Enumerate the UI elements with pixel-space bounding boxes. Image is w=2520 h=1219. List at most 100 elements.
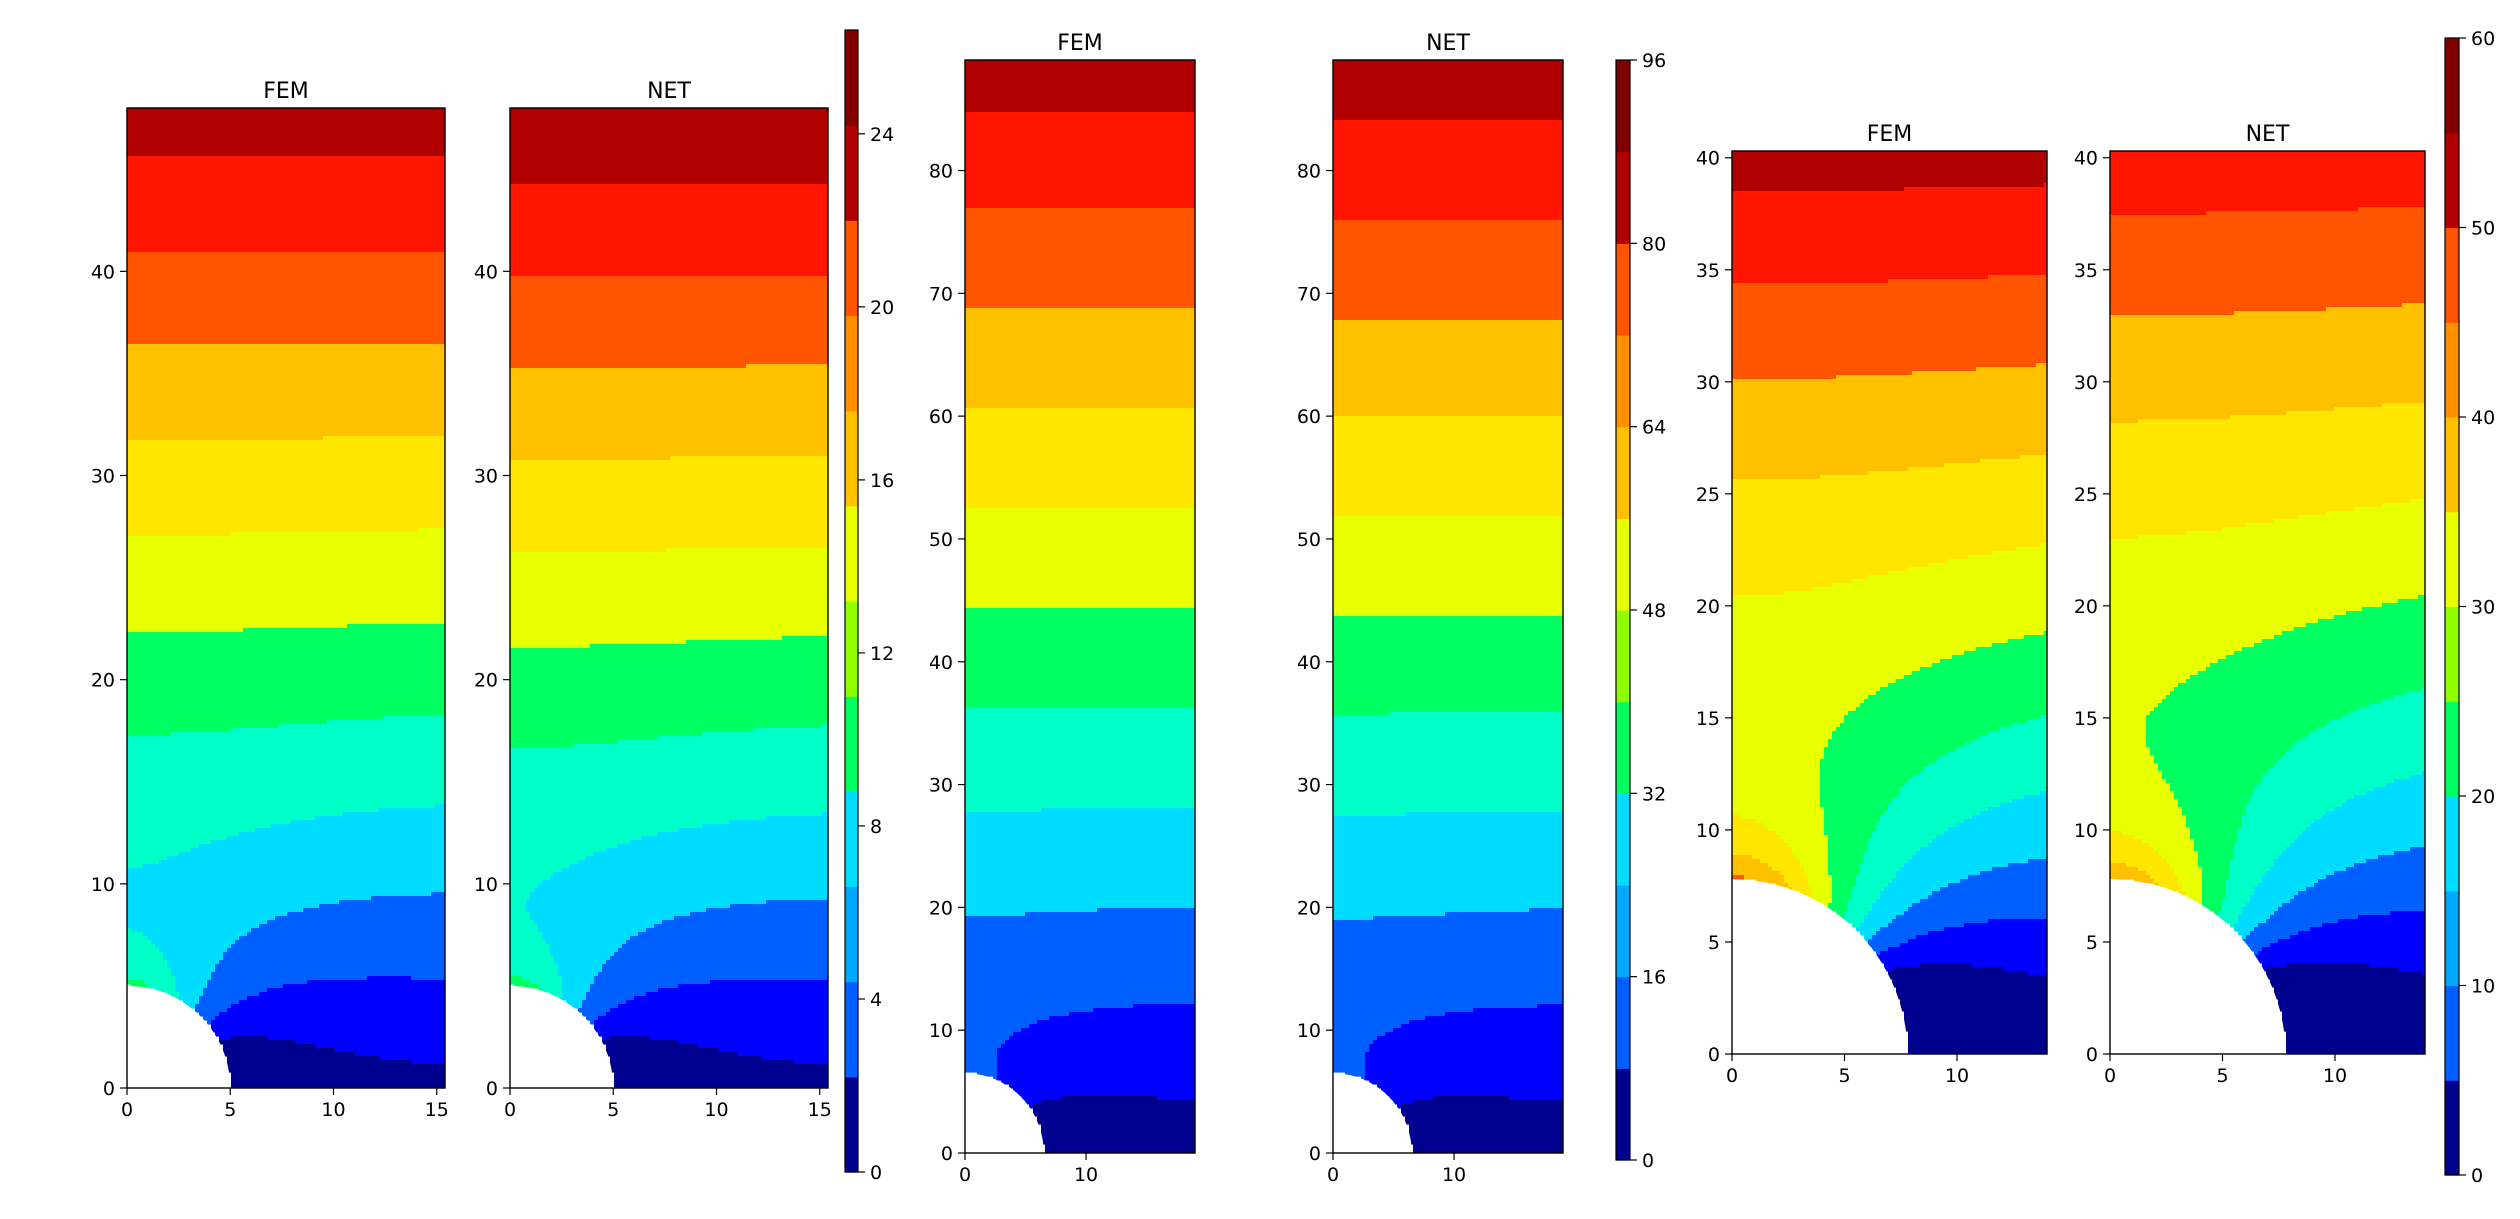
panel-title: FEM bbox=[1057, 31, 1103, 56]
colorbar-tick-label: 10 bbox=[2471, 976, 2495, 998]
colorbar-segment bbox=[2445, 986, 2459, 1081]
x-tick-label: 10 bbox=[321, 1099, 345, 1121]
y-tick-label: 15 bbox=[1696, 708, 1720, 730]
contour-fill bbox=[510, 108, 831, 1089]
colorbar-segment bbox=[845, 506, 858, 602]
y-tick-label: 30 bbox=[929, 775, 953, 797]
y-tick-label: 20 bbox=[2074, 596, 2098, 618]
y-tick-label: 30 bbox=[91, 466, 115, 488]
x-tick-label: 5 bbox=[607, 1099, 619, 1121]
colorbar-segment bbox=[2445, 38, 2459, 133]
x-tick-label: 5 bbox=[224, 1099, 236, 1121]
y-tick-label: 80 bbox=[1297, 161, 1321, 183]
y-tick-label: 30 bbox=[1297, 775, 1321, 797]
y-tick-label: 60 bbox=[929, 406, 953, 428]
colorbar-segment bbox=[1616, 335, 1630, 427]
panel-title: FEM bbox=[1867, 122, 1913, 147]
colorbar-segment bbox=[2445, 133, 2459, 228]
y-tick-label: 40 bbox=[1297, 652, 1321, 674]
y-tick-label: 0 bbox=[486, 1078, 498, 1100]
x-tick-label: 0 bbox=[959, 1164, 971, 1186]
y-tick-label: 10 bbox=[2074, 820, 2098, 842]
colorbar-tick-label: 60 bbox=[2471, 28, 2495, 50]
x-tick-label: 0 bbox=[121, 1099, 133, 1121]
colorbar-tick-label: 64 bbox=[1642, 417, 1666, 439]
x-tick-label: 15 bbox=[425, 1099, 449, 1121]
y-tick-label: 50 bbox=[1297, 529, 1321, 551]
colorbar-segment bbox=[845, 696, 858, 792]
x-tick-label: 5 bbox=[1838, 1065, 1850, 1087]
colorbar-tick-label: 80 bbox=[1642, 233, 1666, 255]
colorbar-tick-label: 24 bbox=[870, 124, 894, 146]
colorbar-segment bbox=[1616, 702, 1630, 794]
colorbar-segment bbox=[1616, 60, 1630, 152]
y-tick-label: 30 bbox=[474, 466, 498, 488]
y-tick-label: 40 bbox=[1696, 148, 1720, 170]
y-tick-label: 40 bbox=[2074, 148, 2098, 170]
colorbar-segment bbox=[2445, 512, 2459, 607]
x-tick-label: 10 bbox=[704, 1099, 728, 1121]
contour-fill bbox=[1333, 60, 1566, 1157]
colorbar-segment bbox=[845, 125, 858, 221]
colorbar-segment bbox=[2445, 322, 2459, 417]
y-tick-label: 25 bbox=[2074, 484, 2098, 506]
colorbar-tick-label: 16 bbox=[1642, 967, 1666, 989]
contour-fill bbox=[965, 60, 1198, 1157]
y-tick-label: 70 bbox=[929, 283, 953, 305]
x-tick-label: 0 bbox=[1327, 1164, 1339, 1186]
colorbar-segment bbox=[1616, 977, 1630, 1069]
x-tick-label: 15 bbox=[808, 1099, 832, 1121]
colorbar-tick-label: 96 bbox=[1642, 50, 1666, 72]
y-tick-label: 20 bbox=[91, 670, 115, 692]
x-tick-label: 10 bbox=[1442, 1164, 1466, 1186]
colorbar-tick-label: 0 bbox=[1642, 1150, 1654, 1172]
colorbar-segment bbox=[845, 411, 858, 507]
y-tick-label: 25 bbox=[1696, 484, 1720, 506]
y-tick-label: 35 bbox=[1696, 260, 1720, 282]
y-tick-label: 0 bbox=[941, 1143, 953, 1165]
colorbar-tick-label: 0 bbox=[2471, 1165, 2483, 1187]
colorbar-tick-label: 30 bbox=[2471, 597, 2495, 619]
colorbar-segment bbox=[845, 220, 858, 316]
colorbar-tick-label: 48 bbox=[1642, 600, 1666, 622]
y-tick-label: 10 bbox=[474, 874, 498, 896]
y-tick-label: 60 bbox=[1297, 406, 1321, 428]
y-tick-label: 0 bbox=[2086, 1044, 2098, 1066]
colorbar-segment bbox=[1616, 610, 1630, 702]
y-tick-label: 80 bbox=[929, 161, 953, 183]
y-tick-label: 40 bbox=[929, 652, 953, 674]
colorbar-tick-label: 8 bbox=[870, 816, 882, 838]
y-tick-label: 0 bbox=[1708, 1044, 1720, 1066]
y-tick-label: 35 bbox=[2074, 260, 2098, 282]
colorbar-segment bbox=[845, 601, 858, 697]
y-tick-label: 5 bbox=[1708, 932, 1720, 954]
panel-title: NET bbox=[2246, 122, 2290, 147]
colorbar-segment bbox=[2445, 891, 2459, 986]
colorbar-tick-label: 40 bbox=[2471, 407, 2495, 429]
colorbar-segment bbox=[845, 30, 858, 126]
colorbar-segment bbox=[2445, 607, 2459, 702]
colorbar-tick-label: 20 bbox=[870, 297, 894, 319]
y-tick-label: 70 bbox=[1297, 283, 1321, 305]
colorbar-segment bbox=[845, 1077, 858, 1173]
y-tick-label: 5 bbox=[2086, 932, 2098, 954]
colorbar-segment bbox=[1616, 243, 1630, 335]
y-tick-label: 30 bbox=[1696, 372, 1720, 394]
x-tick-label: 0 bbox=[1726, 1065, 1738, 1087]
colorbar-segment bbox=[1616, 793, 1630, 885]
colorbar-segment bbox=[845, 316, 858, 412]
colorbar-segment bbox=[1616, 152, 1630, 244]
y-tick-label: 20 bbox=[474, 670, 498, 692]
colorbar-segment bbox=[1616, 885, 1630, 977]
colorbar-segment bbox=[2445, 228, 2459, 323]
